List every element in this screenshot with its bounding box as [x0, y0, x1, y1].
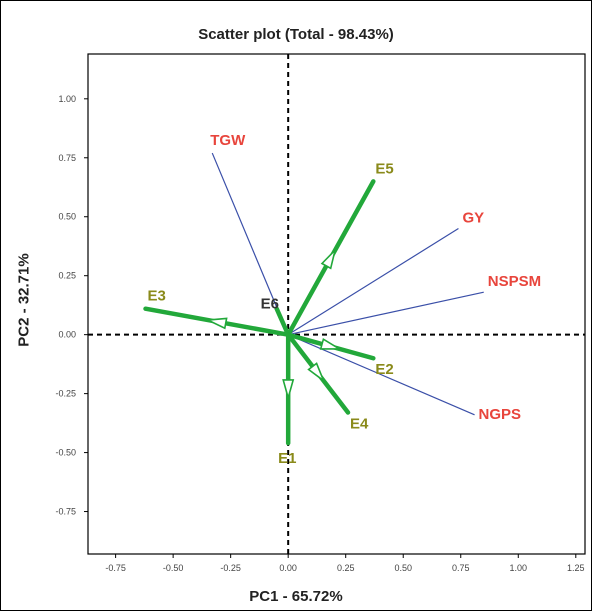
env-arrowhead-e3 [205, 317, 228, 330]
y-tick-label: -0.25 [55, 389, 76, 399]
x-tick-label: -0.25 [220, 563, 241, 573]
env-label-e6: E6 [261, 296, 279, 313]
x-axis-label: PC1 - 65.72% [249, 588, 343, 605]
env-label-e5: E5 [375, 160, 393, 177]
y-tick-label: 0.50 [58, 212, 76, 222]
y-tick-label: 0.75 [58, 153, 76, 163]
env-label-e3: E3 [148, 288, 166, 305]
y-tick-label: 0.25 [58, 271, 76, 281]
env-vector-e6 [274, 306, 291, 337]
env-arrowhead-e4 [307, 362, 326, 384]
trait-vector-tgw [211, 152, 289, 335]
vectors [143, 152, 484, 446]
x-tick-label: -0.50 [163, 563, 184, 573]
trait-vector-nspsm [288, 291, 484, 336]
vector-labels: TGW GY NSPSM NGPS E5 E3 E6 E2 E4 E1 [148, 132, 542, 467]
y-tick-label: -0.75 [55, 507, 76, 517]
axis-ticks: -0.75 -0.50 -0.25 0.00 0.25 0.50 0.75 1.00 1.25 1… [55, 94, 584, 573]
env-label-e1: E1 [278, 450, 296, 467]
trait-vector-gy [287, 228, 459, 336]
trait-vector-ngps [287, 334, 475, 416]
x-tick-label: 0.75 [452, 563, 470, 573]
x-tick-label: 1.25 [567, 563, 585, 573]
x-tick-label: 1.00 [510, 563, 528, 573]
x-tick-label: 0.50 [394, 563, 412, 573]
x-tick-label: -0.75 [105, 563, 126, 573]
env-arrowhead-e1 [282, 379, 295, 401]
trait-label-tgw: TGW [210, 132, 246, 149]
y-tick-label: 1.00 [58, 94, 76, 104]
env-label-e4: E4 [350, 415, 369, 432]
y-tick-label: -0.50 [55, 448, 76, 458]
x-tick-label: 0.25 [337, 563, 355, 573]
y-tick-label: 0.00 [58, 330, 76, 340]
x-tick-label: 0.00 [279, 563, 297, 573]
env-arrowhead-e5 [320, 247, 337, 270]
env-arrowhead-e2 [319, 337, 343, 350]
env-label-e2: E2 [375, 361, 393, 378]
chart-title: Scatter plot (Total - 98.43%) [198, 26, 394, 43]
trait-label-nspsm: NSPSM [488, 273, 541, 290]
trait-label-gy: GY [462, 210, 484, 227]
reference-lines [88, 54, 585, 554]
trait-label-ngps: NGPS [479, 406, 522, 423]
